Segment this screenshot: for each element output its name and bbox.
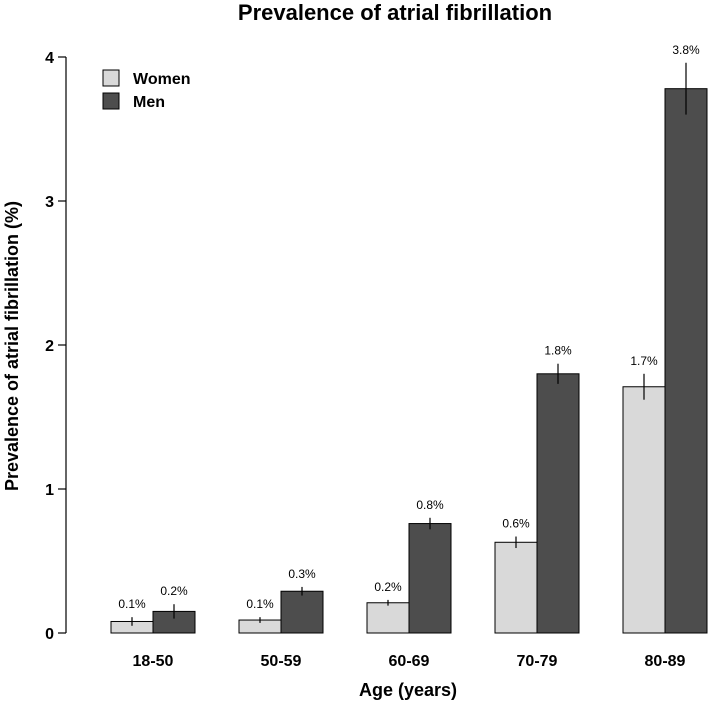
data-label: 0.8% — [416, 498, 444, 512]
x-tick-label: 70-79 — [517, 653, 558, 670]
x-tick-label: 60-69 — [389, 653, 430, 670]
y-tick-label: 4 — [45, 50, 54, 67]
bar-men — [408, 523, 452, 634]
y-tick-label: 2 — [45, 338, 54, 355]
data-label: 0.3% — [288, 567, 316, 581]
x-tick-label: 50-59 — [261, 653, 302, 670]
legend-swatch-women — [102, 69, 120, 87]
x-tick-label: 18-50 — [133, 653, 174, 670]
y-axis-title: Prevalence of atrial fibrillation (%) — [2, 201, 22, 491]
data-label: 1.8% — [544, 344, 572, 358]
legend-label-men: Men — [133, 94, 165, 111]
data-label: 1.7% — [630, 354, 658, 368]
y-tick-label: 0 — [45, 626, 54, 643]
legend-swatch-men — [102, 92, 120, 110]
plot-area: 0 1 2 3 4 0.1% 0.2% 18-50 0.1% 0.3% 50-59 0.2% 0.8% 6… — [45, 43, 708, 670]
bar-women — [366, 602, 410, 634]
y-tick-label: 3 — [45, 194, 54, 211]
data-label: 0.2% — [374, 580, 402, 594]
chart-title: Prevalence of atrial fibrillation — [238, 0, 552, 25]
bar-women — [494, 541, 538, 634]
bar-men — [664, 88, 708, 634]
bar-men — [280, 590, 324, 634]
legend: Women Men — [102, 69, 190, 111]
data-label: 3.8% — [672, 43, 700, 57]
legend-label-women: Women — [133, 71, 190, 88]
data-label: 0.2% — [160, 584, 188, 598]
x-tick-label: 80-89 — [645, 653, 686, 670]
bar-men — [536, 373, 580, 634]
y-tick-label: 1 — [45, 482, 54, 499]
x-axis-title: Age (years) — [359, 680, 457, 700]
bar-women — [622, 386, 666, 634]
data-label: 0.6% — [502, 517, 530, 531]
data-label: 0.1% — [118, 597, 146, 611]
data-label: 0.1% — [246, 597, 274, 611]
